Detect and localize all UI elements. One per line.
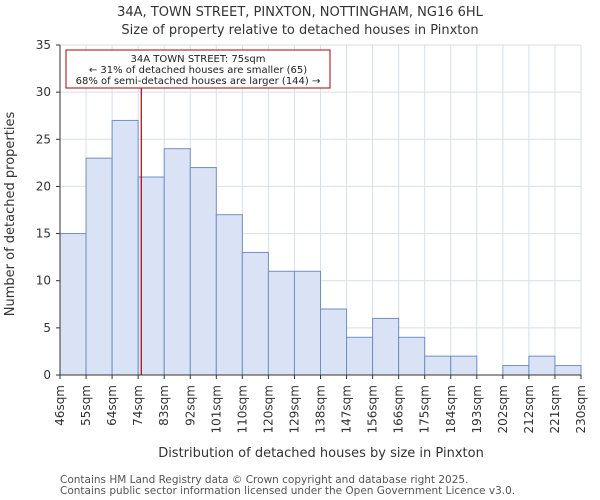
x-tick-label: 129sqm	[287, 385, 301, 433]
x-tick-label: 147sqm	[340, 385, 354, 433]
annotation-line-3: 68% of semi-detached houses are larger (…	[76, 76, 321, 87]
y-tick-label: 10	[36, 274, 51, 288]
x-tick-label: 156sqm	[366, 385, 380, 433]
bars	[59, 119, 582, 376]
y-tick-label: 30	[36, 85, 51, 99]
x-tick-label: 221sqm	[548, 385, 562, 433]
annotation-line-2: ← 31% of detached houses are smaller (65…	[89, 65, 307, 76]
x-tick-label: 230sqm	[574, 385, 588, 433]
x-tick-label: 212sqm	[522, 385, 536, 433]
x-tick-label: 110sqm	[235, 385, 249, 433]
bar	[424, 355, 452, 376]
bar	[554, 365, 582, 376]
bar	[320, 308, 348, 376]
x-tick-label: 64sqm	[105, 385, 119, 426]
bar	[215, 214, 243, 376]
bar	[450, 355, 478, 376]
x-tick-label: 175sqm	[418, 385, 432, 433]
y-tick-label: 5	[43, 321, 51, 335]
y-axis-label: Number of detached properties	[3, 112, 18, 317]
annotation-frame	[65, 49, 331, 89]
chart-subtitle: Size of property relative to detached ho…	[121, 23, 478, 38]
x-tick-label: 46sqm	[53, 385, 67, 426]
x-tick-label: 166sqm	[392, 385, 406, 433]
annotation-line-1: 34A TOWN STREET: 75sqm	[131, 54, 266, 65]
bar	[528, 355, 556, 376]
bar	[163, 148, 191, 376]
x-axis-ticks: 46sqm 55sqm 64sqm 74sqm 83sqm 92sqm 101sqm 110s…	[53, 375, 588, 433]
x-tick-label: 55sqm	[79, 385, 93, 426]
x-tick-label: 83sqm	[157, 385, 171, 426]
footer-line-2: Contains public sector information licen…	[60, 485, 515, 497]
x-axis-label: Distribution of detached houses by size …	[158, 446, 484, 461]
x-tick-label: 120sqm	[261, 385, 275, 433]
bar	[189, 167, 217, 376]
bar	[111, 119, 139, 376]
footer-line-1: Contains HM Land Registry data © Crown c…	[60, 474, 468, 486]
y-tick-label: 25	[36, 132, 51, 146]
y-axis-ticks: 0 5 10 15 20 25 30 35	[36, 38, 60, 382]
bar	[346, 336, 374, 376]
bar	[241, 251, 269, 376]
chart-title: 34A, TOWN STREET, PINXTON, NOTTINGHAM, N…	[117, 5, 484, 20]
x-tick-label: 101sqm	[209, 385, 223, 433]
bar	[398, 336, 426, 376]
x-tick-label: 184sqm	[444, 385, 458, 433]
bar	[85, 157, 113, 376]
bar	[267, 270, 295, 376]
y-tick-label: 15	[36, 227, 51, 241]
x-tick-label: 202sqm	[496, 385, 510, 433]
y-tick-label: 0	[43, 368, 51, 382]
bar	[137, 176, 165, 376]
annotation-box: 34A TOWN STREET: 75sqm ← 31% of detached…	[65, 49, 331, 89]
x-tick-label: 193sqm	[470, 385, 484, 433]
bar	[372, 317, 400, 376]
x-tick-label: 74sqm	[131, 385, 145, 426]
y-tick-label: 35	[36, 38, 51, 52]
bar	[502, 365, 530, 376]
x-tick-label: 138sqm	[314, 385, 328, 433]
x-tick-label: 92sqm	[183, 385, 197, 426]
bar	[293, 270, 322, 376]
bar	[59, 233, 87, 376]
y-tick-label: 20	[36, 179, 51, 193]
